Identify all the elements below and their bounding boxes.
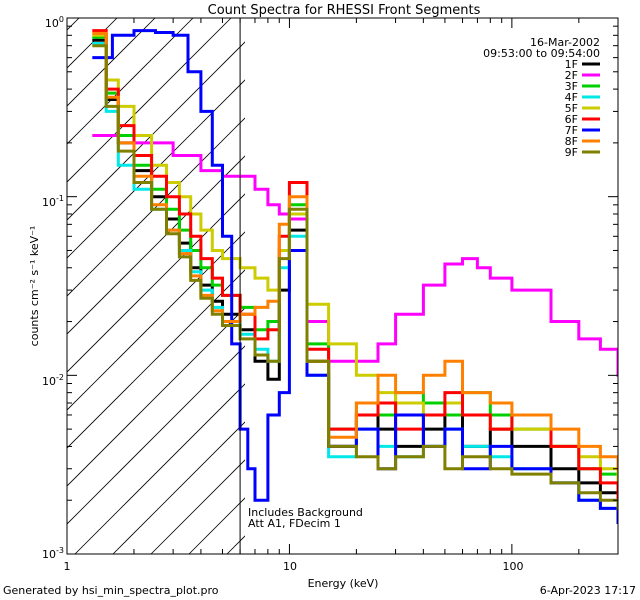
time-range-label: 09:53:00 to 09:54:00 [483, 47, 600, 60]
y-tick-label-0: 100 [45, 15, 64, 30]
plot-frame [66, 17, 619, 555]
y-tick-label-1: 10-1 [42, 194, 64, 209]
hatch-line [67, 18, 80, 31]
y-axis-label: counts cm⁻² s⁻¹ keV⁻¹ [28, 226, 41, 347]
legend-label-5f: 5F [565, 102, 578, 115]
hatch-line [67, 117, 245, 297]
legend-label-1f: 1F [565, 58, 578, 71]
hatch-line [67, 18, 194, 145]
hatch-line [67, 345, 245, 525]
series-8f [92, 31, 618, 471]
series-9f [92, 44, 618, 510]
hatch-line [74, 383, 245, 554]
hatch-line [67, 18, 156, 107]
hatch-line [0, 0, 105, 554]
legend-label-7f: 7F [565, 124, 578, 137]
footer-generated-by: Generated by hsi_min_spectra_plot.pro [3, 584, 219, 597]
legend-label-2f: 2F [565, 69, 578, 82]
x-tick-label-100: 100 [503, 560, 524, 573]
hatch-line [265, 0, 640, 554]
legend-label-4f: 4F [565, 91, 578, 104]
legend-label-3f: 3F [565, 80, 578, 93]
annotation-background: Includes Background [248, 506, 363, 519]
legend-label-6f: 6F [565, 113, 578, 126]
x-tick-label-1: 1 [64, 560, 71, 573]
series-2f [92, 134, 618, 377]
hatch-line [67, 41, 245, 221]
hatch-line [67, 18, 118, 69]
y-tick-label-2: 10-2 [42, 373, 64, 388]
hatched-region [0, 0, 640, 554]
series-layer [92, 29, 618, 524]
date-label: 16-Mar-2002 [530, 36, 600, 49]
series-7f [92, 29, 618, 524]
hatch-line [67, 155, 245, 335]
annotation-attenuator: Att A1, FDecim 1 [248, 517, 341, 530]
legend-label-8f: 8F [565, 135, 578, 148]
hatch-line [67, 307, 245, 487]
hatch-line [67, 193, 245, 373]
axis-ticks [66, 18, 619, 555]
chart-title: Count Spectra for RHESSI Front Segments [208, 3, 481, 18]
hatch-line [67, 79, 245, 259]
legend-label-9f: 9F [565, 146, 578, 159]
x-axis-label: Energy (keV) [308, 577, 379, 590]
y-tick-label-3: 10-3 [42, 546, 64, 561]
hatch-line [67, 18, 232, 183]
hatch-line [112, 421, 245, 554]
hatch-line [303, 0, 640, 554]
x-tick-label-10: 10 [283, 560, 297, 573]
footer-timestamp: 6-Apr-2023 17:17 [540, 584, 636, 597]
